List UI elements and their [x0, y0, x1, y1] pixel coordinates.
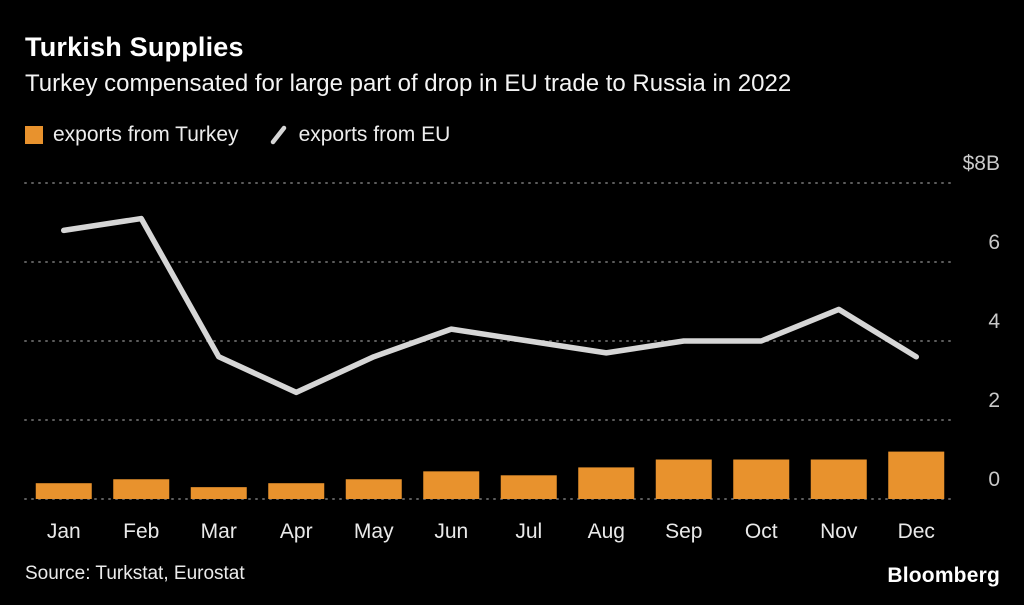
x-tick-label-Sep: Sep [665, 520, 702, 543]
bar-Jun [423, 471, 480, 499]
legend: exports from Turkey exports from EU [25, 123, 450, 147]
legend-label-turkey: exports from Turkey [53, 123, 239, 146]
x-tick-label-Aug: Aug [588, 520, 625, 543]
legend-item-eu: exports from EU [269, 123, 451, 147]
bar-May [345, 479, 402, 499]
y-tick-label-0: 0 [988, 468, 1000, 491]
legend-item-turkey: exports from Turkey [25, 123, 239, 147]
chart-subtitle: Turkey compensated for large part of dro… [25, 70, 792, 97]
x-tick-label-Dec: Dec [898, 520, 935, 543]
eu-line-swatch-icon [270, 125, 286, 145]
x-tick-label-Jan: Jan [47, 520, 81, 543]
x-tick-label-Nov: Nov [820, 520, 858, 543]
x-tick-label-May: May [354, 520, 394, 543]
bar-Jan [35, 483, 92, 499]
source-note: Source: Turkstat, Eurostat [25, 563, 245, 584]
x-tick-label-Mar: Mar [201, 520, 237, 543]
bar-Sep [655, 459, 712, 499]
turkey-bar-swatch-icon [25, 126, 43, 144]
legend-label-eu: exports from EU [298, 123, 451, 146]
eu-exports-line [61, 215, 919, 396]
x-tick-label-Apr: Apr [280, 520, 313, 543]
y-tick-label-8: $8B [963, 152, 1000, 175]
bar-Jul [500, 475, 557, 499]
bar-Oct [733, 459, 790, 499]
y-tick-label-2: 2 [988, 389, 1000, 412]
x-tick-label-Oct: Oct [745, 520, 778, 543]
y-tick-label-6: 6 [988, 231, 1000, 254]
bar-Aug [578, 467, 635, 499]
x-tick-label-Feb: Feb [123, 520, 159, 543]
bar-Apr [268, 483, 325, 499]
bloomberg-logo: Bloomberg [887, 564, 1000, 587]
y-tick-label-4: 4 [988, 310, 1000, 333]
chart-title: Turkish Supplies [25, 32, 244, 62]
x-tick-label-Jun: Jun [434, 520, 468, 543]
bar-Dec [888, 451, 945, 499]
bar-Feb [113, 479, 170, 499]
x-tick-label-Jul: Jul [515, 520, 542, 543]
bar-Nov [810, 459, 867, 499]
bar-Mar [190, 487, 247, 499]
